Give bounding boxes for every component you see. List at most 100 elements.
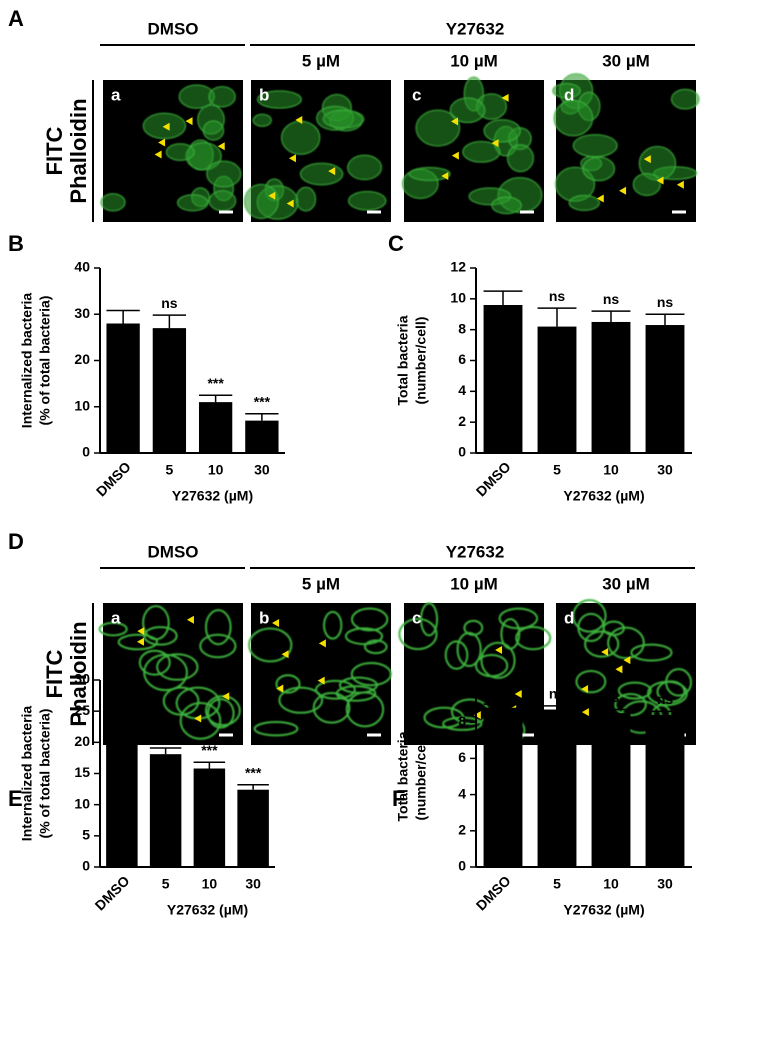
cell	[98, 621, 128, 637]
y-tick-label: 10	[74, 795, 90, 811]
arrowhead	[656, 176, 664, 185]
dose-label: 30 µM	[602, 574, 650, 593]
dose-label: 30 µM	[602, 51, 650, 70]
cell	[607, 626, 645, 660]
micrograph	[251, 603, 391, 745]
cell	[483, 119, 521, 143]
panel-id: b	[259, 608, 269, 627]
bar	[537, 326, 577, 453]
cell	[177, 194, 209, 212]
x-axis-label: Y27632 (µM)	[167, 902, 248, 918]
arrowhead	[328, 167, 336, 176]
arrowhead	[276, 684, 284, 693]
bar	[106, 323, 140, 453]
cell	[281, 120, 321, 155]
bar	[237, 789, 269, 867]
y-tick-label: 25	[74, 702, 90, 718]
cell	[345, 691, 385, 728]
x-tick-label: 5	[553, 462, 561, 478]
x-tick-label: 10	[603, 876, 619, 892]
significance: ***	[254, 393, 271, 409]
y-tick-label: 2	[458, 413, 466, 429]
x-tick-label: 30	[245, 876, 261, 892]
control-label: DMSO	[148, 542, 199, 561]
y-axis-label: Total bacteria	[395, 315, 411, 405]
arrowhead	[268, 191, 276, 200]
bar	[149, 754, 182, 867]
chart-letter: E	[8, 786, 23, 811]
arrowhead	[194, 714, 202, 723]
y-axis-label: Total bacteria	[395, 731, 411, 821]
arrowhead	[318, 639, 326, 648]
dose-label: 5 µM	[302, 574, 340, 593]
significance: ns	[549, 686, 566, 702]
cell	[138, 649, 171, 676]
stain-label: FITC	[42, 126, 67, 175]
y-tick-label: 30	[74, 671, 90, 687]
arrowhead	[495, 645, 503, 654]
cell	[408, 166, 451, 181]
significance: ns	[657, 294, 674, 310]
cell	[322, 109, 365, 129]
y-tick-label: 30	[74, 305, 90, 321]
y-axis-label: (number/cell)	[413, 733, 429, 821]
arrowhead	[137, 637, 145, 646]
panel-id: a	[111, 608, 121, 627]
arrowhead	[186, 615, 194, 624]
x-tick-label: 5	[165, 462, 173, 478]
panel-id: c	[412, 85, 421, 104]
x-tick-label: DMSO	[92, 872, 133, 913]
cell	[204, 609, 232, 646]
dose-label: 5 µM	[302, 51, 340, 70]
cell	[474, 653, 509, 678]
bar	[645, 714, 685, 867]
arrowhead	[217, 142, 225, 151]
x-tick-label: 30	[657, 462, 673, 478]
y-tick-label: 0	[82, 858, 90, 874]
cell	[202, 120, 225, 141]
x-tick-label: 10	[208, 462, 224, 478]
cells	[98, 605, 241, 740]
chart-letter: C	[388, 231, 404, 256]
arrowhead	[643, 155, 651, 164]
cell	[143, 653, 188, 692]
cell	[117, 633, 159, 651]
y-axis-label: Internalized bacteria	[19, 706, 35, 842]
dose-label: 10 µM	[450, 51, 498, 70]
significance: ns	[657, 691, 674, 707]
bar	[537, 709, 577, 867]
x-tick-label: DMSO	[473, 458, 514, 499]
cell	[602, 620, 625, 636]
cell	[584, 630, 620, 658]
arrowhead	[501, 93, 509, 102]
cell	[491, 196, 522, 215]
bar	[483, 707, 523, 867]
panel-id: a	[111, 85, 121, 104]
cell	[315, 679, 356, 700]
bar	[198, 402, 233, 453]
cell	[449, 97, 486, 124]
cell	[165, 143, 195, 161]
y-tick-label: 4	[458, 785, 466, 801]
x-tick-label: DMSO	[93, 458, 134, 499]
y-tick-label: 4	[458, 382, 466, 398]
cell	[208, 86, 236, 108]
stain-label: Phalloidin	[66, 621, 91, 726]
x-axis-label: Y27632 (µM)	[563, 902, 644, 918]
cell	[582, 156, 616, 182]
cell	[656, 680, 686, 703]
cell	[515, 625, 552, 651]
y-tick-label: 20	[74, 733, 90, 749]
y-tick-label: 12	[450, 259, 466, 275]
y-axis-label: Internalized bacteria	[19, 293, 35, 429]
cells	[572, 599, 693, 734]
bar	[591, 321, 631, 453]
arrowhead	[491, 139, 499, 148]
cell	[275, 674, 301, 694]
cell	[364, 639, 388, 655]
cell	[323, 610, 343, 640]
significance: ns	[603, 689, 620, 705]
x-tick-label: 10	[202, 876, 218, 892]
